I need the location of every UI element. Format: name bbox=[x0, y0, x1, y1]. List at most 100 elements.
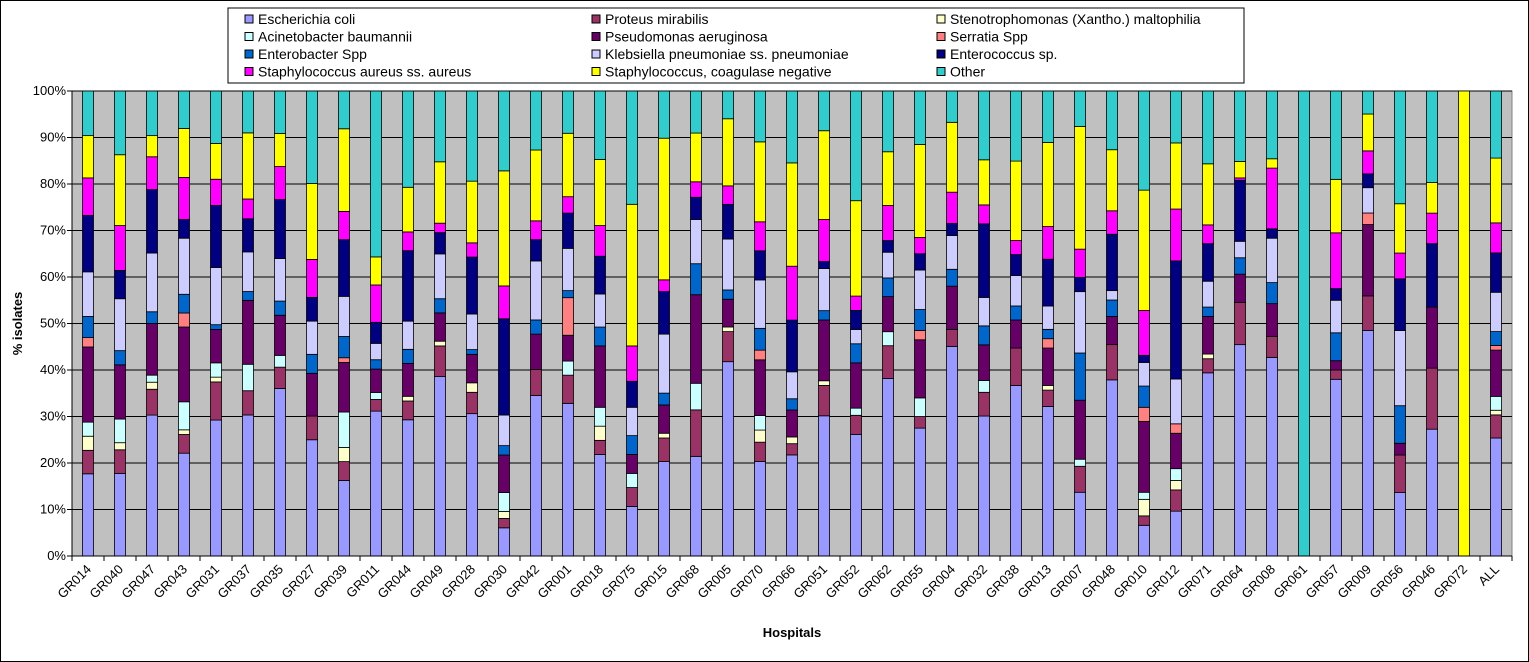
bar-segment bbox=[658, 392, 670, 406]
legend-label: Enterococcus sp. bbox=[950, 46, 1057, 62]
bar-segment bbox=[1138, 515, 1150, 526]
y-axis-ticks: 0% 10% 20% 30% 40% 50% 60% 70% 80% 90% 100% bbox=[33, 83, 1512, 563]
bar-segment bbox=[1362, 113, 1374, 152]
bar-segment bbox=[498, 518, 510, 529]
bar-segment bbox=[882, 240, 894, 253]
bar-segment bbox=[658, 333, 670, 394]
bar-segment bbox=[434, 232, 446, 255]
bar-segment bbox=[466, 382, 478, 393]
bar-segment bbox=[626, 345, 638, 382]
bar-segment bbox=[850, 329, 862, 345]
bar-segment bbox=[338, 336, 350, 359]
bar-segment bbox=[242, 414, 254, 557]
bar-segment bbox=[178, 401, 190, 431]
bar-segment bbox=[818, 385, 830, 417]
bar-segment bbox=[146, 323, 158, 376]
bar-segment bbox=[1170, 423, 1182, 434]
bar-segment bbox=[1490, 345, 1502, 351]
bar-segment bbox=[82, 90, 94, 137]
bar-segment bbox=[370, 342, 382, 361]
legend-swatch bbox=[591, 67, 601, 76]
bar-segment bbox=[498, 90, 510, 172]
bar-segment bbox=[1042, 328, 1054, 340]
bar-segment bbox=[562, 132, 574, 198]
bar-segment bbox=[1362, 150, 1374, 175]
bar-segment bbox=[466, 413, 478, 557]
bar-segment bbox=[1330, 232, 1342, 290]
bar-segment bbox=[82, 177, 94, 216]
bar-segment bbox=[1426, 428, 1438, 557]
bar-segment bbox=[594, 439, 606, 455]
bar-segment bbox=[434, 340, 446, 347]
bar-segment bbox=[1074, 465, 1086, 493]
bar-segment bbox=[1138, 421, 1150, 493]
bar-segment bbox=[1042, 389, 1054, 407]
bar-segment bbox=[1490, 291, 1502, 332]
bar-segment bbox=[818, 130, 830, 220]
bar-segment bbox=[1234, 240, 1246, 259]
bar-segment bbox=[114, 154, 126, 226]
bar-segment bbox=[978, 415, 990, 557]
bar-segment bbox=[562, 196, 574, 214]
bar-segment bbox=[658, 90, 670, 139]
bar-segment bbox=[978, 204, 990, 225]
bar-segment bbox=[1266, 282, 1278, 305]
bar-segment bbox=[1298, 90, 1310, 557]
bar-segment bbox=[1394, 203, 1406, 254]
bar-segment bbox=[370, 359, 382, 370]
bar-segment bbox=[1138, 189, 1150, 311]
bar-segment bbox=[146, 135, 158, 158]
bar-segment bbox=[82, 421, 94, 437]
bar-segment bbox=[1490, 157, 1502, 224]
bar-segment bbox=[1170, 489, 1182, 512]
bar-segment bbox=[210, 329, 222, 364]
bar-segment bbox=[338, 128, 350, 212]
bar-segment bbox=[370, 321, 382, 344]
bar-segment bbox=[1042, 90, 1054, 143]
bar-segment bbox=[434, 222, 446, 234]
bar-segment bbox=[562, 247, 574, 292]
bar-segment bbox=[594, 293, 606, 328]
bar-segment bbox=[658, 461, 670, 557]
bar-segment bbox=[498, 414, 510, 447]
bar-segment bbox=[1426, 367, 1438, 430]
bar-segment bbox=[466, 313, 478, 350]
bar-segment bbox=[498, 454, 510, 493]
bar-segment bbox=[1266, 356, 1278, 557]
bar-segment bbox=[338, 411, 350, 448]
bar-segment bbox=[146, 374, 158, 383]
bar-segment bbox=[1362, 173, 1374, 189]
bar-segment bbox=[786, 454, 798, 557]
bar-segment bbox=[1106, 379, 1118, 557]
x-axis-title: Hospitals bbox=[763, 625, 822, 640]
bar-segment bbox=[306, 415, 318, 441]
bar-segment bbox=[1330, 90, 1342, 180]
bar-segment bbox=[434, 90, 446, 163]
bar-segment bbox=[242, 390, 254, 416]
bar-segment bbox=[562, 90, 574, 134]
bar-segment bbox=[306, 297, 318, 322]
bar-segment bbox=[850, 90, 862, 202]
bar-segment bbox=[242, 132, 254, 200]
bar-segment bbox=[882, 345, 894, 379]
y-tick-label: 60% bbox=[40, 269, 66, 284]
bar-segment bbox=[786, 398, 798, 411]
bar-segment bbox=[114, 472, 126, 557]
bar-segment bbox=[370, 392, 382, 400]
bar-segment bbox=[370, 284, 382, 323]
bar-segment bbox=[1202, 358, 1214, 374]
bar-segment bbox=[1074, 248, 1086, 278]
bar-segment bbox=[1266, 228, 1278, 239]
bar-segment bbox=[210, 143, 222, 180]
bar-segment bbox=[434, 161, 446, 224]
bar-segment bbox=[82, 346, 94, 423]
bar-segment bbox=[402, 90, 414, 188]
bar-segment bbox=[1234, 273, 1246, 303]
bar-segment bbox=[1490, 437, 1502, 557]
bar-segment bbox=[1362, 90, 1374, 115]
bar-segment bbox=[754, 461, 766, 557]
bar-segment bbox=[466, 256, 478, 315]
bar-segment bbox=[178, 429, 190, 435]
bar-segment bbox=[690, 132, 702, 183]
bar-segment bbox=[946, 345, 958, 557]
